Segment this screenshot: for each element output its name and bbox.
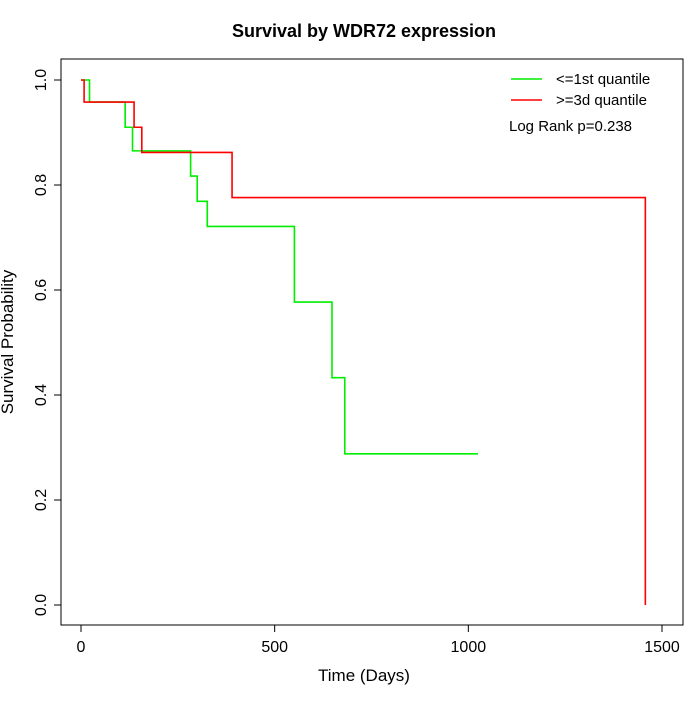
series-line-1 (81, 79, 479, 455)
x-axis: 0 500 1000 1500 (77, 624, 680, 656)
x-tick-label: 1000 (451, 639, 487, 656)
series-line-2 (81, 79, 647, 605)
legend: <=1st quantile >=3d quantile (511, 71, 650, 109)
y-tick-label: 0.4 (33, 384, 50, 406)
x-tick-label: 500 (261, 639, 288, 656)
series-layer (81, 79, 647, 605)
y-tick-label: 0.6 (33, 279, 50, 301)
legend-label-1: <=1st quantile (556, 71, 650, 88)
x-tick-label: 1500 (644, 639, 680, 656)
x-axis-label: Time (Days) (318, 666, 410, 685)
x-tick-label: 0 (77, 639, 86, 656)
chart-title: Survival by WDR72 expression (232, 21, 496, 41)
y-tick-label: 0.0 (33, 594, 50, 616)
y-axis-label: Survival Probability (0, 269, 17, 414)
legend-label-2: >=3d quantile (556, 92, 647, 109)
y-tick-label: 0.2 (33, 489, 50, 511)
y-tick-label: 1.0 (33, 69, 50, 91)
log-rank-annotation: Log Rank p=0.238 (509, 118, 632, 135)
y-tick-label: 0.8 (33, 174, 50, 196)
y-axis: 0.0 0.2 0.4 0.6 0.8 1.0 (33, 69, 62, 616)
